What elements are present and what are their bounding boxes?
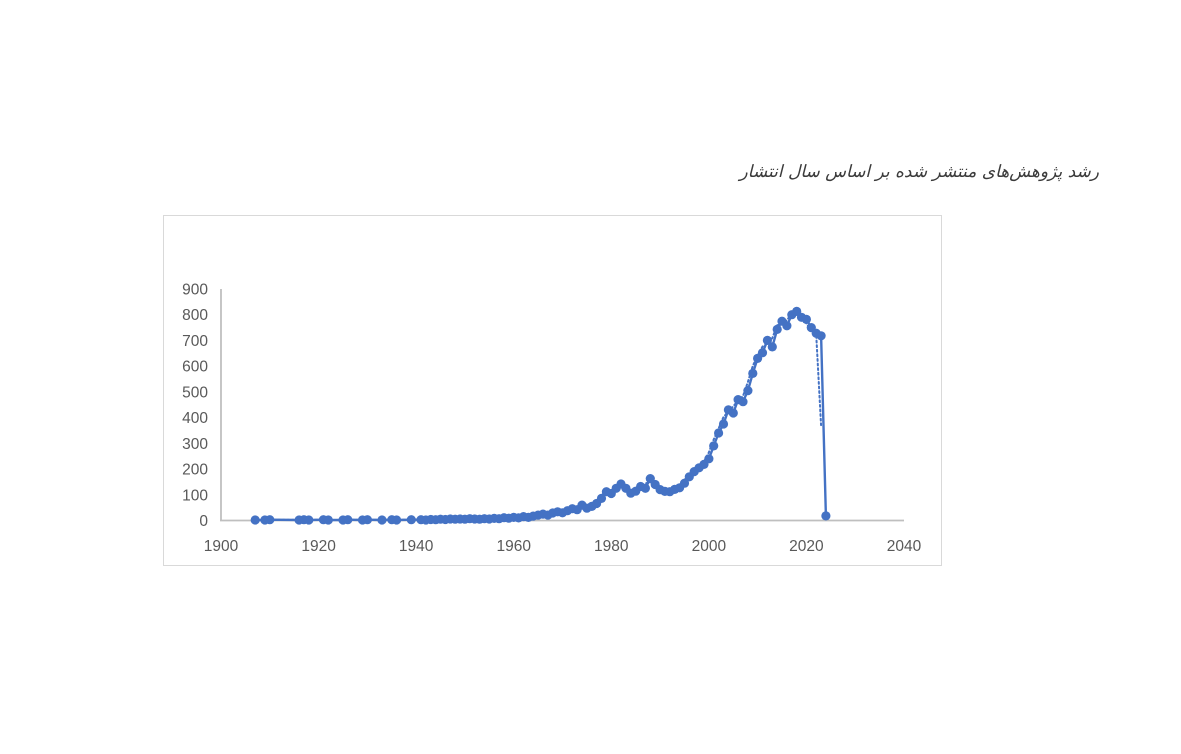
- chart-title: رشد پژوهش‌های منتشر شده بر اساس سال انتش…: [739, 162, 1099, 182]
- data-point-marker[interactable]: [377, 515, 387, 525]
- data-point-marker[interactable]: [718, 419, 729, 429]
- x-axis-tick-label: 1980: [594, 538, 629, 555]
- x-axis-tick-label: 1920: [301, 538, 336, 555]
- data-point-marker[interactable]: [596, 493, 607, 503]
- data-point-marker[interactable]: [679, 478, 690, 488]
- data-point-marker[interactable]: [738, 397, 748, 407]
- y-axis-tick-label: 500: [182, 384, 208, 401]
- y-axis-tick-label: 700: [182, 333, 208, 350]
- data-point-marker[interactable]: [762, 335, 773, 345]
- data-point-marker[interactable]: [265, 515, 275, 525]
- y-axis-tick-label: 800: [182, 307, 208, 324]
- data-point-marker[interactable]: [323, 515, 333, 525]
- x-axis-tick-label: 1900: [204, 538, 239, 555]
- data-point-marker[interactable]: [748, 368, 758, 378]
- y-axis-tick-label: 900: [182, 282, 208, 299]
- data-point-marker[interactable]: [406, 515, 416, 525]
- data-point-marker[interactable]: [304, 515, 314, 525]
- y-axis-tick-label: 300: [182, 436, 208, 453]
- data-point-marker[interactable]: [392, 515, 402, 525]
- y-axis-tick-label: 400: [182, 410, 208, 427]
- data-point-marker[interactable]: [250, 515, 260, 525]
- series-line[interactable]: [253, 310, 828, 522]
- x-axis-tick-label: 1960: [496, 538, 531, 555]
- y-axis-tick-label: 0: [199, 513, 208, 530]
- data-point-marker[interactable]: [709, 441, 719, 451]
- data-point-marker[interactable]: [782, 321, 792, 331]
- data-point-marker[interactable]: [801, 314, 812, 324]
- data-point-marker[interactable]: [362, 515, 372, 525]
- data-point-marker[interactable]: [704, 454, 714, 464]
- x-axis-tick-label: 2040: [887, 538, 922, 555]
- data-point-marker[interactable]: [772, 324, 782, 334]
- data-point-marker[interactable]: [343, 515, 353, 525]
- data-point-marker[interactable]: [640, 483, 650, 493]
- y-axis-tick-label: 600: [182, 359, 208, 376]
- data-point-marker[interactable]: [816, 331, 826, 341]
- data-point-marker[interactable]: [767, 342, 777, 352]
- y-axis-tick-label: 100: [182, 487, 208, 504]
- x-axis-tick-label: 2020: [789, 538, 824, 555]
- y-axis-tick-label: 200: [182, 462, 208, 479]
- data-point-marker[interactable]: [821, 511, 831, 521]
- data-point-marker[interactable]: [743, 386, 753, 396]
- data-point-marker[interactable]: [714, 428, 724, 438]
- data-point-marker[interactable]: [757, 348, 768, 358]
- x-axis-tick-label: 1940: [399, 538, 434, 555]
- chart-object[interactable]: 1900 1920 1940 1960 1980 2000 2020 2040 0 100 200 3…: [163, 215, 942, 566]
- x-axis-tick-label: 2000: [692, 538, 727, 555]
- data-point-marker[interactable]: [728, 408, 738, 418]
- chart-plot-area: 1900 1920 1940 1960 1980 2000 2020 2040 0 100 200 3…: [182, 282, 922, 556]
